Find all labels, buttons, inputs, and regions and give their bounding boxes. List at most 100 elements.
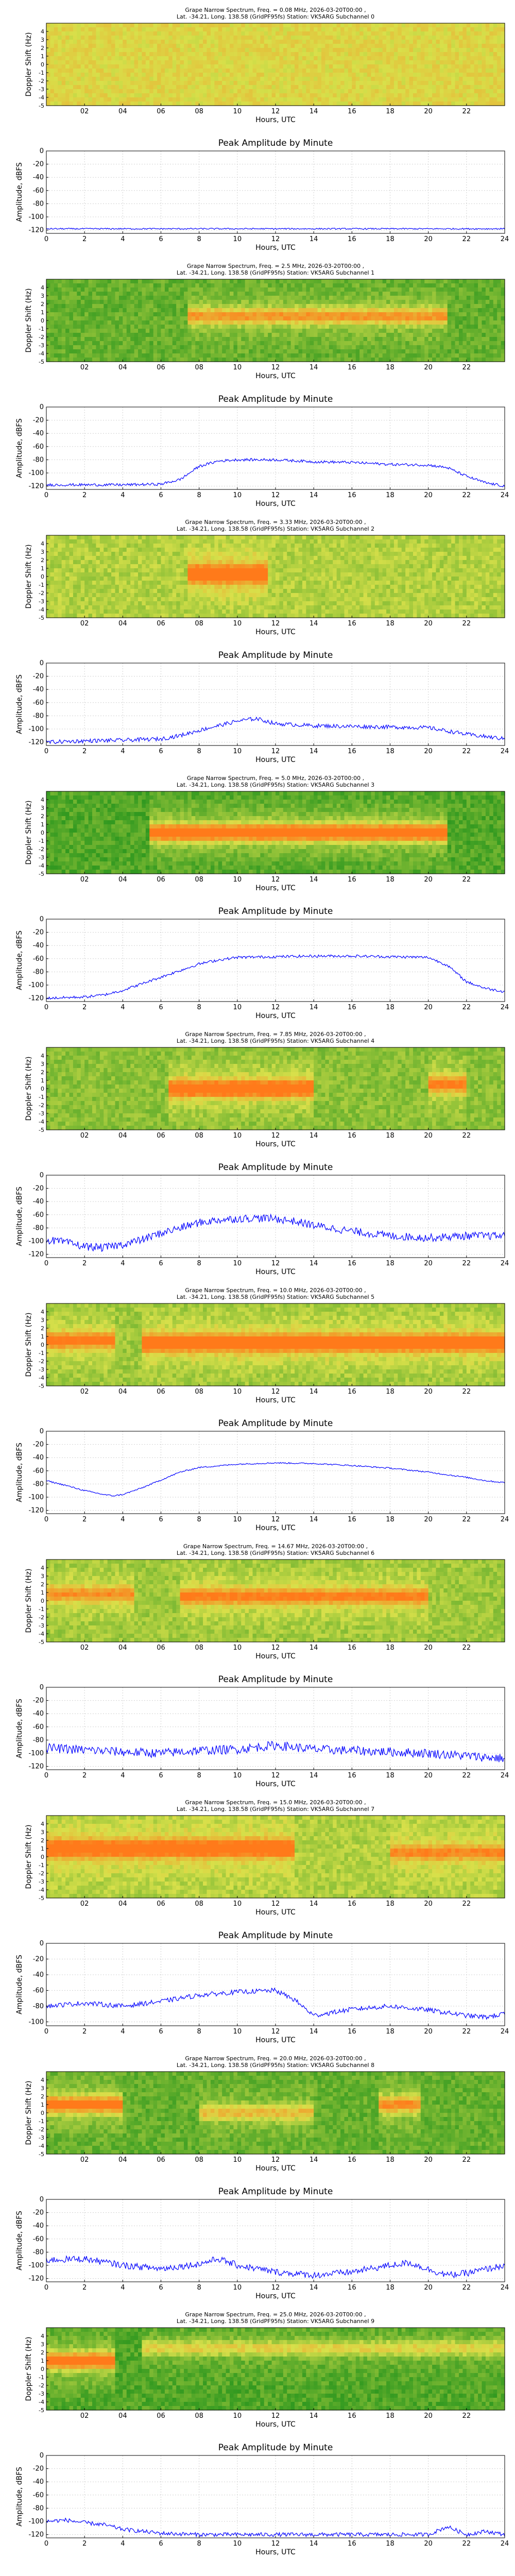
heatmap-cell (390, 300, 394, 304)
heatmap-cell (130, 300, 135, 304)
heatmap-cell (226, 44, 230, 48)
heatmap-cell (417, 89, 421, 94)
heatmap-cell (424, 93, 429, 98)
heatmap-cell (485, 69, 490, 73)
heatmap-cell (436, 329, 440, 333)
heatmap-cell (130, 308, 135, 313)
heatmap-cell (420, 287, 425, 292)
heatmap-cell (107, 93, 112, 98)
heatmap-cell (482, 85, 486, 90)
heatmap-cell (245, 312, 249, 317)
heatmap-cell (153, 48, 158, 53)
heatmap-cell (80, 73, 85, 77)
heatmap-cell (268, 44, 272, 48)
heatmap-cell (348, 320, 352, 325)
heatmap-cell (168, 320, 173, 325)
heatmap-cell (191, 358, 196, 362)
heatmap-cell (409, 325, 414, 329)
heatmap-cell (398, 85, 402, 90)
x-tick-label: 06 (157, 108, 165, 115)
heatmap-cell (203, 31, 208, 36)
heatmap-cell (268, 69, 272, 73)
heatmap-cell (203, 333, 208, 337)
heatmap-cell (295, 329, 299, 333)
heatmap-cell (218, 304, 222, 309)
heatmap-cell (424, 23, 429, 28)
heatmap-cell (80, 31, 85, 36)
heatmap-cell (172, 27, 177, 32)
heatmap-cell (344, 300, 349, 304)
heatmap-cell (451, 85, 456, 90)
heatmap-cell (77, 101, 81, 106)
heatmap-cell (393, 349, 398, 354)
heatmap-cell (111, 287, 116, 292)
heatmap-cell (61, 48, 66, 53)
heatmap-cell (451, 56, 456, 61)
heatmap-cell (279, 308, 284, 313)
heatmap-cell (107, 349, 112, 354)
heatmap-cell (482, 52, 486, 57)
heatmap-cell (256, 101, 261, 106)
heatmap-cell (451, 353, 456, 358)
heatmap-cell (352, 73, 356, 77)
heatmap-cell (73, 345, 77, 350)
heatmap-cell (218, 69, 222, 73)
heatmap-cell (501, 48, 505, 53)
heatmap-cell (290, 23, 295, 28)
heatmap-cell (447, 308, 452, 313)
heatmap-cell (462, 312, 467, 317)
heatmap-cell (58, 325, 62, 329)
heatmap-cell (195, 97, 200, 102)
heatmap-cell (420, 312, 425, 317)
heatmap-cell (260, 300, 265, 304)
heatmap-cell (157, 73, 162, 77)
heatmap-cell (348, 93, 352, 98)
heatmap-cell (77, 287, 81, 292)
heatmap-cell (398, 31, 402, 36)
heatmap-cell (298, 56, 303, 61)
heatmap-cell (298, 333, 303, 337)
heatmap-cell (336, 77, 341, 81)
heatmap-cell (164, 345, 169, 350)
heatmap-cell (413, 329, 418, 333)
heatmap-cell (164, 101, 169, 106)
heatmap-cell (379, 358, 383, 362)
heatmap-cell (84, 69, 89, 73)
heatmap-cell (99, 36, 104, 40)
heatmap-cell (290, 52, 295, 57)
heatmap-cell (283, 85, 287, 90)
heatmap-cell (462, 52, 467, 57)
heatmap-cell (104, 44, 108, 48)
heatmap-cell (466, 358, 471, 362)
heatmap-cell (107, 31, 112, 36)
heatmap-cell (443, 36, 448, 40)
heatmap-cell (134, 320, 139, 325)
heatmap-cell (157, 287, 162, 292)
heatmap-cell (466, 40, 471, 44)
heatmap-cell (371, 287, 375, 292)
heatmap-cell (379, 308, 383, 313)
y-tick-label: -1 (39, 326, 44, 332)
heatmap-cell (359, 279, 364, 284)
heatmap-cell (283, 36, 287, 40)
heatmap-cell (245, 44, 249, 48)
heatmap-cell (287, 358, 291, 362)
heatmap-cell (58, 349, 62, 354)
heatmap-cell (142, 349, 146, 354)
heatmap-cell (367, 300, 372, 304)
heatmap-cell (46, 279, 51, 284)
heatmap-cell (172, 300, 177, 304)
heatmap-cell (302, 292, 306, 296)
heatmap-cell (69, 349, 74, 354)
heatmap-cell (256, 44, 261, 48)
heatmap-cell (69, 300, 74, 304)
heatmap-cell (352, 56, 356, 61)
heatmap-cell (279, 85, 284, 90)
heatmap-cell (409, 89, 414, 94)
heatmap-cell (314, 333, 318, 337)
heatmap-cell (317, 69, 322, 73)
heatmap-cell (226, 333, 230, 337)
heatmap-cell (390, 52, 394, 57)
heatmap-cell (310, 292, 314, 296)
heatmap-cell (226, 89, 230, 94)
